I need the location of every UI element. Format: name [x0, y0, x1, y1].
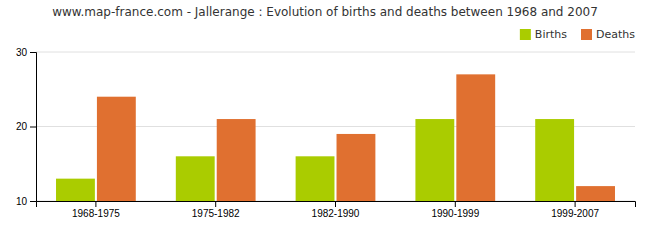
bar [535, 119, 574, 201]
x-tick-mark [95, 201, 96, 207]
y-tick: 20 [16, 121, 36, 132]
x-tick: 1990-1999 [431, 201, 479, 219]
x-tick: 1999-2007 [551, 201, 599, 219]
y-axis-line [30, 53, 37, 202]
x-tick-mark [215, 201, 216, 207]
bar [415, 119, 454, 201]
bar [97, 97, 136, 201]
legend: Births Deaths [520, 28, 635, 41]
title: www.map-france.com - Jallerange : Evolut… [52, 5, 598, 19]
y-tick: 30 [16, 47, 36, 58]
y-tick-mark [30, 201, 36, 202]
bar [576, 186, 615, 201]
y-tick-label: 20 [16, 121, 28, 132]
x-tick: 1982-1990 [312, 201, 360, 219]
plot-area: 10 20 30 1968-1975 1975-1982 1982-1990 1990-19… [16, 47, 636, 219]
x-tick: 1975-1982 [192, 201, 240, 219]
x-axis-line [37, 202, 636, 208]
bar [56, 179, 95, 201]
legend-swatch [581, 29, 592, 40]
y-tick-mark [30, 52, 36, 53]
legend-label: Deaths [596, 28, 635, 41]
legend-label: Births [535, 28, 567, 41]
x-tick-mark [455, 201, 456, 207]
legend-swatch [520, 29, 531, 40]
series [97, 74, 615, 201]
x-tick-label: 1982-1990 [312, 208, 360, 219]
bar [217, 119, 256, 201]
x-tick-label: 1999-2007 [551, 208, 599, 219]
y-tick: 10 [16, 196, 36, 207]
grid-line [36, 52, 635, 53]
y-tick-label: 30 [16, 47, 28, 58]
bar [296, 156, 335, 201]
grid [36, 52, 635, 201]
legend-item: Births [520, 28, 567, 41]
x-tick-label: 1968-1975 [72, 208, 120, 219]
x-tick-mark [575, 201, 576, 207]
x-axis: 1968-1975 1975-1982 1982-1990 1990-1999 1999… [37, 201, 636, 219]
x-tick-label: 1990-1999 [431, 208, 479, 219]
y-axis: 10 20 30 [16, 47, 37, 207]
bars [56, 74, 615, 201]
bar [456, 74, 495, 201]
x-tick-label: 1975-1982 [192, 208, 240, 219]
y-tick-mark [30, 127, 36, 128]
x-tick: 1968-1975 [72, 201, 120, 219]
bar [176, 156, 215, 201]
x-tick-mark [335, 201, 336, 207]
legend-item: Deaths [581, 28, 635, 41]
bar [337, 134, 376, 201]
chart-svg: www.map-france.com - Jallerange : Evolut… [0, 0, 650, 229]
y-tick-label: 10 [16, 196, 28, 207]
